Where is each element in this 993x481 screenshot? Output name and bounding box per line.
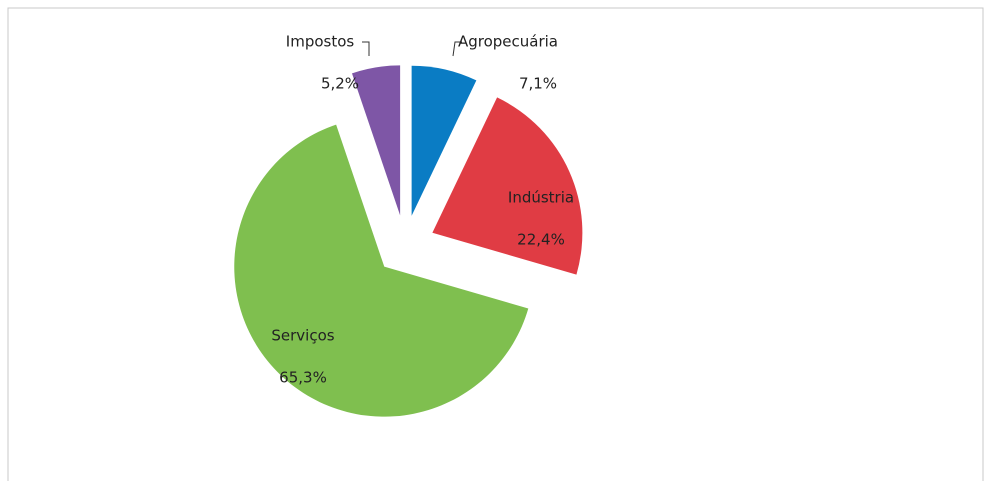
leader-line (452, 41, 462, 57)
value-label: 22,4% (517, 231, 565, 249)
leader-line (362, 41, 370, 56)
slice-label: Impostos (286, 33, 355, 51)
pie-slice (234, 124, 529, 417)
slice-label: Agropecuária (458, 33, 558, 51)
value-label: 5,2% (321, 75, 359, 93)
slice-label: Indústria (508, 189, 574, 207)
pie-slice (351, 65, 401, 216)
slice-label: Serviços (271, 327, 334, 345)
pie-slice (411, 65, 477, 216)
value-label: 65,3% (279, 369, 327, 387)
value-label: 7,1% (519, 75, 557, 93)
pie-slice (432, 97, 583, 275)
chart-frame (7, 7, 984, 481)
